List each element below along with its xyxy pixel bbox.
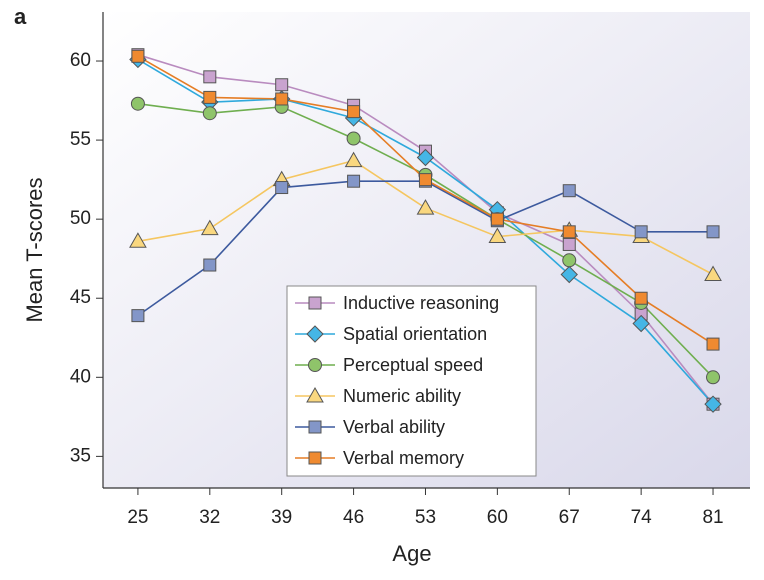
marker: [416, 199, 435, 215]
legend-label: Verbal ability: [343, 417, 445, 437]
marker: [347, 174, 361, 188]
legend-marker: [308, 420, 322, 434]
legend-marker: [306, 386, 324, 403]
marker: [416, 148, 435, 167]
legend-label: Verbal memory: [343, 448, 464, 468]
marker: [346, 131, 361, 146]
marker: [275, 181, 289, 195]
marker: [129, 232, 147, 248]
x-tick-label: 60: [487, 507, 508, 528]
legend-marker: [308, 451, 322, 465]
marker: [634, 225, 648, 239]
legend-marker: [308, 358, 322, 372]
marker: [706, 370, 721, 385]
marker: [203, 258, 217, 272]
marker: [202, 106, 217, 121]
marker: [706, 225, 720, 239]
legend: Inductive reasoning Spatial orientation Pe…: [286, 285, 537, 477]
marker: [634, 291, 648, 305]
x-tick-label: 25: [127, 507, 148, 528]
marker: [562, 184, 576, 198]
marker: [418, 173, 432, 187]
marker: [704, 395, 722, 413]
legend-marker: [308, 296, 322, 310]
marker: [562, 253, 577, 268]
marker: [203, 90, 217, 104]
marker: [200, 219, 219, 236]
x-tick-label: 67: [559, 507, 580, 528]
marker: [131, 49, 145, 63]
legend-marker: [306, 325, 324, 343]
x-axis-label: Age: [392, 541, 431, 566]
marker: [130, 96, 145, 111]
marker: [704, 265, 722, 282]
marker: [344, 151, 363, 168]
marker: [562, 237, 576, 251]
x-tick-label: 74: [631, 507, 653, 528]
marker: [275, 92, 289, 106]
y-axis-label: Mean T-scores: [22, 177, 47, 322]
y-tick-label: 45: [70, 287, 91, 308]
marker: [203, 70, 217, 84]
legend-box: [286, 285, 537, 477]
marker: [706, 337, 720, 351]
legend-label: Perceptual speed: [343, 355, 483, 375]
x-tick-label: 53: [415, 507, 436, 528]
x-tick-label: 39: [271, 507, 292, 528]
x-tick-label: 46: [343, 507, 364, 528]
marker: [275, 78, 289, 92]
marker: [562, 225, 576, 239]
y-tick-label: 50: [70, 208, 91, 229]
legend-label: Inductive reasoning: [343, 293, 499, 313]
marker: [347, 105, 361, 119]
marker: [490, 212, 504, 226]
marker: [131, 309, 145, 323]
y-tick-label: 35: [70, 445, 91, 466]
x-tick-label: 81: [702, 507, 723, 528]
legend-label: Spatial orientation: [343, 324, 487, 344]
marker: [632, 314, 650, 333]
marker: [560, 265, 578, 284]
marker: [488, 227, 507, 244]
x-tick-label: 32: [199, 507, 220, 528]
y-tick-label: 55: [70, 129, 91, 150]
y-tick-label: 40: [70, 366, 91, 387]
legend-label: Numeric ability: [343, 386, 461, 406]
panel-label: a: [14, 4, 27, 29]
y-tick-label: 60: [70, 50, 91, 71]
